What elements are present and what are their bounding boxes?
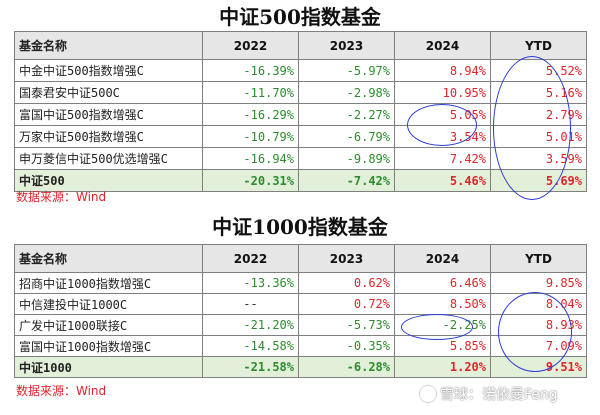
- annotation-ring-2024: [407, 104, 477, 146]
- fund-name-cell: 中证500: [14, 169, 203, 192]
- return-cell: -21.20%: [202, 314, 299, 336]
- header-2023: 2023: [298, 244, 395, 273]
- return-cell: 5.46%: [394, 169, 491, 192]
- return-cell: -16.29%: [202, 103, 299, 126]
- watermark: 雪球：诺依曼Feng: [420, 384, 558, 404]
- header-row: 基金名称 2022 2023 2024 YTD: [14, 244, 587, 273]
- header-2023: 2023: [298, 31, 395, 60]
- annotation-ring-ytd: [498, 292, 572, 372]
- fund-name-cell: 国泰君安中证500C: [14, 81, 203, 104]
- annotation-ring-2024: [401, 314, 473, 340]
- fund-name-cell: 富国中证1000指数增强C: [14, 335, 203, 357]
- return-cell: -9.89%: [298, 147, 395, 170]
- return-cell: -16.94%: [202, 147, 299, 170]
- data-source-note: 数据来源：Wind: [16, 190, 107, 204]
- table-row: 招商中证1000指数增强C -13.36% 0.62% 6.46% 9.85%: [14, 272, 587, 294]
- fund-name-cell: 中金中证500指数增强C: [14, 59, 203, 82]
- fund-name-cell: 中信建投中证1000C: [14, 293, 203, 315]
- return-cell: -7.42%: [298, 169, 395, 192]
- return-cell: 8.50%: [394, 293, 491, 315]
- return-cell: -14.58%: [202, 335, 299, 357]
- return-cell: -5.73%: [298, 314, 395, 336]
- total-row: 中证1000 -21.58% -6.28% 1.20% 9.51%: [14, 356, 587, 378]
- fund-name-cell: 中证1000: [14, 356, 203, 378]
- fund-name-cell: 申万菱信中证500优选增强C: [14, 147, 203, 170]
- header-fund-name: 基金名称: [14, 244, 203, 273]
- watermark-text: 雪球：诺依曼Feng: [440, 387, 558, 403]
- return-cell: 9.85%: [490, 272, 587, 294]
- fund-name-cell: 万家中证500指数增强C: [14, 125, 203, 148]
- return-cell: -6.79%: [298, 125, 395, 148]
- fund-table-csi1000: 基金名称 2022 2023 2024 YTD 招商中证1000指数增强C -13…: [14, 244, 587, 378]
- return-cell: 1.20%: [394, 356, 491, 378]
- return-cell: 10.95%: [394, 81, 491, 104]
- return-cell: -20.31%: [202, 169, 299, 192]
- return-cell: -5.97%: [298, 59, 395, 82]
- return-cell: 6.46%: [394, 272, 491, 294]
- table1-title: 中证500指数基金: [219, 5, 381, 29]
- return-cell: -11.70%: [202, 81, 299, 104]
- return-cell: 0.72%: [298, 293, 395, 315]
- annotation-ring-ytd: [493, 56, 571, 200]
- return-cell: -6.28%: [298, 356, 395, 378]
- return-cell: -21.58%: [202, 356, 299, 378]
- xueqiu-logo-icon: [420, 386, 436, 402]
- return-cell: --: [202, 293, 299, 315]
- header-2022: 2022: [202, 31, 299, 60]
- header-2022: 2022: [202, 244, 299, 273]
- return-cell: -13.36%: [202, 272, 299, 294]
- return-cell: -2.27%: [298, 103, 395, 126]
- return-cell: 7.42%: [394, 147, 491, 170]
- header-2024: 2024: [394, 31, 491, 60]
- table2-title: 中证1000指数基金: [212, 215, 388, 239]
- fund-name-cell: 富国中证500指数增强C: [14, 103, 203, 126]
- fund-name-cell: 招商中证1000指数增强C: [14, 272, 203, 294]
- return-cell: -16.39%: [202, 59, 299, 82]
- table-row: 中信建投中证1000C -- 0.72% 8.50% 8.04%: [14, 293, 587, 315]
- return-cell: -2.98%: [298, 81, 395, 104]
- return-cell: 0.62%: [298, 272, 395, 294]
- header-ytd: YTD: [490, 244, 587, 273]
- header-fund-name: 基金名称: [14, 31, 203, 60]
- header-row: 基金名称 2022 2023 2024 YTD: [14, 31, 587, 60]
- header-2024: 2024: [394, 244, 491, 273]
- return-cell: 8.94%: [394, 59, 491, 82]
- return-cell: -10.79%: [202, 125, 299, 148]
- header-ytd: YTD: [490, 31, 587, 60]
- return-cell: -0.35%: [298, 335, 395, 357]
- table-row: 中金中证500指数增强C -16.39% -5.97% 8.94% 5.52%: [14, 59, 587, 82]
- data-source-note: 数据来源：Wind: [16, 384, 107, 398]
- fund-name-cell: 广发中证1000联接C: [14, 314, 203, 336]
